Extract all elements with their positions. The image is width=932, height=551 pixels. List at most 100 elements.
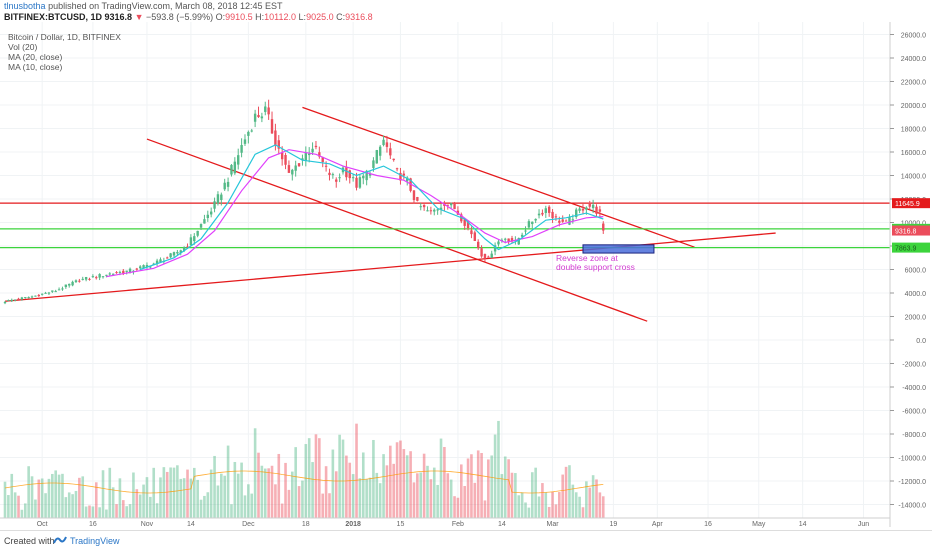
candle-body [449,203,453,206]
candle-body [34,295,37,297]
time-axis[interactable]: Oct 16 Nov 14 Dec 18 2018 15 Feb 14 Mar 19 Apr 16 May 1… [0,517,890,528]
volume-bar [547,506,551,518]
candle-body [564,220,568,222]
volume-bar [247,484,250,518]
volume-bar [453,496,456,518]
volume-bar [277,453,281,518]
volume-bar [476,450,480,518]
volume-bar [297,486,301,518]
legend-ma20[interactable]: MA (20, close) [8,52,63,62]
candle-body [264,106,267,112]
candle-body [537,213,541,216]
price-tick-label: 2000.0 [905,315,927,322]
volume-bar [7,495,10,518]
reverse-zone-box[interactable] [582,244,655,254]
volume-bar [199,499,203,518]
grid [0,22,890,518]
volume-bar [267,468,270,518]
candle-body [520,234,524,237]
candle-body [406,177,409,182]
candle-body [351,177,355,179]
candle-body [554,216,558,218]
reverse-zone[interactable] [582,244,655,254]
price-tick-label: 6000.0 [905,268,927,275]
candle-body [199,224,203,228]
candle-body [291,169,294,175]
ma20-line [106,149,604,278]
volume-bar [318,438,321,518]
volume-bar [568,465,571,518]
time-tick-label: 2018 [345,521,361,528]
price-tick-label: 22000.0 [901,80,926,87]
volume-bar [34,499,37,518]
volume-bar [581,507,585,518]
tradingview-brand[interactable]: TradingView [70,536,120,546]
volume-bar [345,455,348,518]
volume-bar [510,472,514,518]
volume-bar [115,504,118,518]
volume-bar [395,442,399,518]
volume-bar [571,484,575,518]
volume-bar [351,474,355,518]
price-tick-label: -4000.0 [902,385,926,392]
candle-body [274,130,277,146]
time-tick-label: 19 [610,521,618,528]
volume-bar [439,438,443,518]
volume-bar [47,478,51,518]
volume-bar [331,449,335,518]
legend-ma10[interactable]: MA (10, close) [8,62,63,72]
volume-bar [37,479,41,518]
volume-bar [507,459,510,518]
volume-bar [142,484,145,518]
candle-body [504,238,507,240]
candle-body [365,170,368,181]
volume-bar [483,500,487,518]
candle-body [250,130,253,132]
volume-bar [487,459,490,518]
candle-body [88,278,91,280]
price-tick-label: 26000.0 [901,33,926,40]
candle-body [436,209,439,211]
trendline-1[interactable] [302,106,695,248]
candle-body [179,250,182,253]
candle-body [213,201,216,209]
candle-body [7,300,10,302]
low-value: 9025.0 [306,12,334,22]
candle-body [318,152,321,157]
candle-body [558,220,561,223]
legend-vol[interactable]: Vol (20) [8,42,38,52]
volume-bar [30,476,34,518]
volume-bar [490,455,494,518]
candle-body [392,158,395,161]
candle-body [416,197,419,201]
volume-bar [419,472,423,518]
price-chart[interactable]: 26000.0 24000.0 22000.0 20000.0 18000.0 16000… [0,0,932,530]
volume-bar [206,492,210,518]
candle-body [571,219,575,221]
time-tick-label: Mar [547,521,560,528]
candle-body [193,236,196,242]
candle-body [44,292,47,294]
candle-body [209,211,213,215]
time-tick-label: 14 [498,521,506,528]
candle-body [81,278,84,280]
open-label: O: [215,12,226,22]
candle-body [544,208,547,213]
time-tick-label: 15 [397,521,405,528]
author-link[interactable]: tlnusbotha [4,1,46,11]
time-tick-label: May [752,521,766,528]
price-axis[interactable]: 26000.0 24000.0 22000.0 20000.0 18000.0 16000… [889,22,927,527]
volume-bar [260,465,264,518]
candle-body [595,206,598,214]
candle-body [378,146,382,156]
change-arrow-icon: ▼ [134,12,144,22]
candle-body [108,273,111,275]
candle-body [551,211,554,219]
support-resistance-lines[interactable] [0,202,890,249]
volume-bar [128,504,132,518]
volume-bar [91,506,95,518]
volume-bar [601,496,605,518]
candle-body [466,220,470,229]
volume-bar [443,447,446,518]
